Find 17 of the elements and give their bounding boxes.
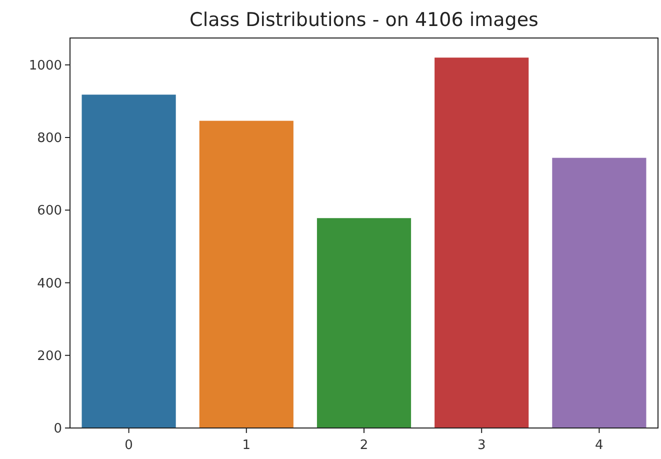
- bar: [82, 94, 176, 428]
- bar: [316, 218, 412, 428]
- x-tick-label: 0: [124, 438, 133, 453]
- y-tick-label: 800: [37, 131, 62, 146]
- bar: [434, 58, 529, 428]
- x-tick-label: 3: [477, 438, 486, 453]
- y-tick-label: 400: [37, 276, 62, 292]
- y-tick-label: 1000: [28, 58, 62, 74]
- x-tick-label: 2: [360, 438, 368, 453]
- x-tick-label: 4: [595, 438, 604, 453]
- chart-title: Class Distributions - on 4106 images: [190, 9, 538, 31]
- bar: [199, 120, 294, 428]
- bar: [552, 158, 646, 428]
- y-tick-label: 200: [37, 348, 62, 364]
- y-tick-label: 0: [54, 422, 62, 437]
- y-tick-label: 600: [37, 204, 62, 219]
- x-tick-label: 1: [242, 438, 251, 453]
